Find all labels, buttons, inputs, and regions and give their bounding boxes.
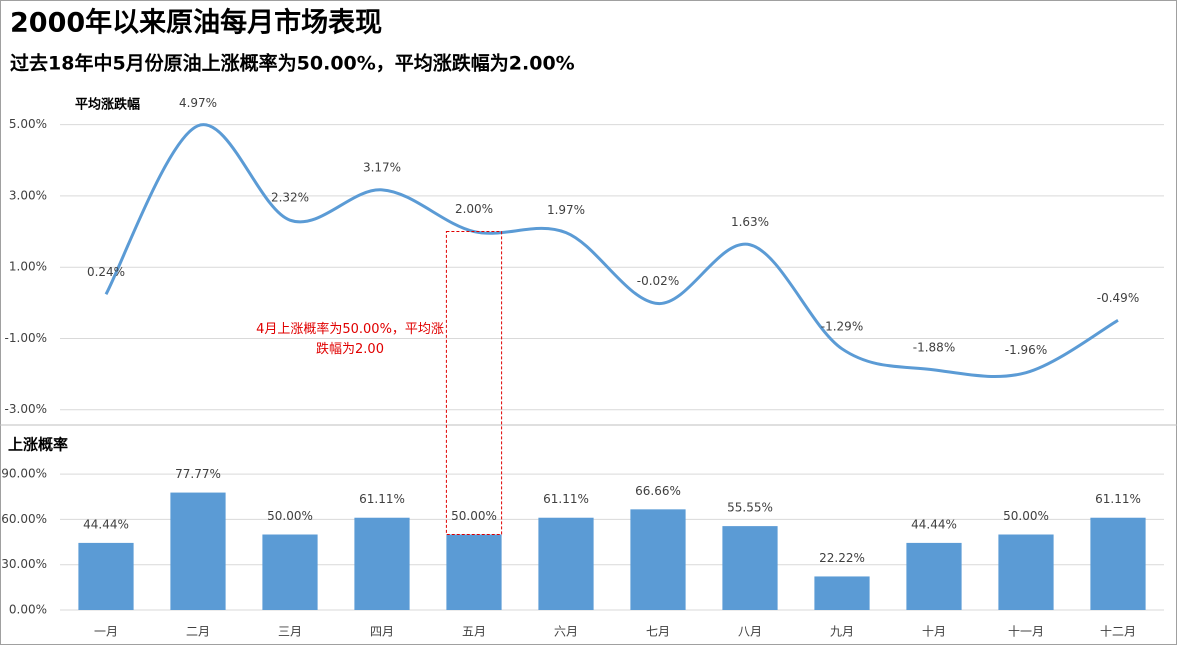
data-label: -1.29%: [821, 319, 863, 333]
x-tick-label: 三月: [278, 625, 302, 639]
data-label: 2.32%: [271, 191, 309, 205]
highlight-box: [445, 231, 503, 535]
y-tick-label: -1.00%: [5, 331, 47, 345]
x-tick-label: 四月: [370, 625, 394, 639]
bar: [354, 517, 410, 610]
y-tick-label: 3.00%: [9, 188, 47, 202]
bar: [814, 576, 870, 610]
bar: [262, 534, 318, 610]
x-tick-label: 七月: [646, 625, 670, 639]
bar: [538, 517, 594, 610]
x-tick-label: 九月: [830, 625, 854, 639]
bar: [78, 542, 134, 610]
data-label: 50.00%: [267, 509, 313, 523]
data-label: 22.22%: [819, 551, 865, 565]
data-label: 50.00%: [1003, 509, 1049, 523]
data-label: -1.96%: [1005, 343, 1047, 357]
y-tick-label: -3.00%: [5, 402, 47, 416]
data-label: -0.02%: [637, 274, 679, 288]
x-tick-label: 六月: [554, 625, 578, 639]
x-tick-label: 一月: [94, 625, 118, 639]
y-tick-label: 90.00%: [1, 467, 47, 481]
y-tick-label: 1.00%: [9, 260, 47, 274]
data-label: 3.17%: [363, 160, 401, 174]
x-tick-label: 五月: [462, 625, 486, 639]
y-tick-label: 30.00%: [1, 557, 47, 571]
data-label: 4.97%: [179, 96, 217, 110]
x-tick-label: 十二月: [1100, 625, 1136, 639]
chart-subtitle: 过去18年中5月份原油上涨概率为50.00%，平均涨跌幅为2.00%: [10, 52, 575, 75]
x-tick-label: 十一月: [1008, 625, 1044, 639]
data-label: 44.44%: [83, 517, 129, 531]
bar: [722, 526, 778, 610]
bar: [630, 509, 686, 610]
bar: [906, 542, 962, 610]
data-label: 77.77%: [175, 467, 221, 481]
data-label: 66.66%: [635, 484, 681, 498]
data-label: 0.24%: [87, 265, 125, 279]
y-tick-label: 5.00%: [9, 117, 47, 131]
x-tick-label: 八月: [738, 625, 762, 639]
data-label: 44.44%: [911, 517, 957, 531]
data-label: 1.97%: [547, 203, 585, 217]
chart-title: 2000年以来原油每月市场表现: [10, 7, 382, 39]
data-label: 61.11%: [543, 492, 589, 506]
y-axis-label: 上涨概率: [8, 436, 68, 454]
bar: [1090, 517, 1146, 610]
x-tick-label: 十月: [922, 625, 946, 639]
data-label: 61.11%: [359, 492, 405, 506]
data-label: -1.88%: [913, 340, 955, 354]
data-label: 55.55%: [727, 501, 773, 515]
bar: [170, 492, 226, 610]
bar: [998, 534, 1054, 610]
bar: [446, 534, 502, 610]
data-label: 2.00%: [455, 202, 493, 216]
data-label: -0.49%: [1097, 291, 1139, 305]
y-axis-label: 平均涨跌幅: [75, 97, 140, 113]
x-tick-label: 二月: [186, 625, 210, 639]
data-label: 50.00%: [451, 509, 497, 523]
y-tick-label: 0.00%: [9, 603, 47, 617]
annotation: 4月上涨概率为50.00%，平均涨跌幅为2.00: [256, 322, 444, 357]
data-label: 1.63%: [731, 215, 769, 229]
y-tick-label: 60.00%: [1, 512, 47, 526]
line: [104, 123, 1119, 378]
data-label: 61.11%: [1095, 492, 1141, 506]
